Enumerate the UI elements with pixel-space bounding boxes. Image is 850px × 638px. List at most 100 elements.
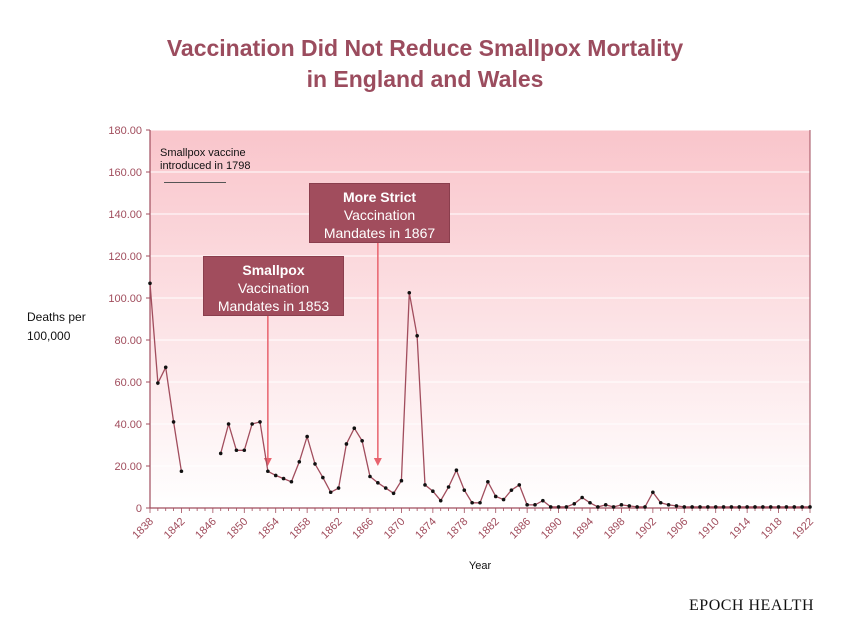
y-axis-label-line1: Deaths per — [27, 310, 86, 324]
data-point — [305, 434, 309, 439]
title-line-2: in England and Wales — [306, 66, 544, 92]
data-point — [266, 469, 270, 474]
vaccine-note: Smallpox vaccine introduced in 1798 — [160, 147, 251, 173]
data-point — [493, 494, 498, 499]
data-point — [611, 505, 616, 509]
x-tick-label: 1898 — [602, 516, 628, 542]
data-point — [541, 498, 545, 503]
callout-1853-title: Smallpox — [242, 262, 305, 278]
data-point — [666, 503, 671, 507]
data-point — [556, 505, 561, 509]
x-tick-label: 1846 — [193, 516, 219, 542]
data-point — [808, 505, 812, 509]
data-point — [635, 505, 639, 509]
data-point — [289, 479, 294, 484]
data-point — [179, 469, 184, 474]
y-tick-label: 60.00 — [114, 377, 142, 389]
data-point — [501, 497, 506, 502]
data-point — [517, 483, 522, 487]
x-tick-label: 1914 — [727, 516, 753, 542]
data-point — [486, 479, 490, 484]
data-point — [163, 365, 168, 370]
data-point — [415, 334, 419, 338]
data-point — [273, 473, 278, 478]
data-point — [297, 460, 302, 464]
callout-1853-line2: Vaccination — [237, 280, 310, 296]
callout-1853-line3: Mandates in 1853 — [217, 298, 330, 314]
data-point — [682, 505, 687, 509]
x-tick-label: 1918 — [759, 516, 785, 542]
data-point — [281, 476, 286, 481]
x-tick-label: 1906 — [665, 516, 691, 542]
data-point — [768, 505, 773, 509]
data-point — [156, 381, 160, 385]
data-point — [776, 505, 781, 509]
data-point — [761, 505, 765, 509]
data-point — [446, 485, 451, 489]
y-tick-label: 80.00 — [114, 335, 142, 347]
x-tick-label: 1842 — [162, 516, 188, 542]
callout-1867: More Strict Vaccination Mandates in 1867 — [309, 183, 450, 243]
data-point — [478, 500, 482, 505]
callout-1867-title: More Strict — [342, 189, 417, 205]
x-tick-label: 1910 — [696, 516, 722, 542]
data-point — [792, 505, 797, 509]
data-point — [391, 491, 396, 496]
data-point — [321, 475, 325, 480]
data-point — [360, 439, 364, 443]
data-point — [258, 420, 262, 424]
data-point — [171, 420, 176, 424]
x-tick-label: 1854 — [256, 516, 282, 542]
data-point — [713, 505, 718, 509]
x-tick-label: 1886 — [507, 516, 533, 542]
data-point — [596, 505, 600, 509]
data-point — [148, 281, 152, 286]
y-tick-label: 20.00 — [114, 461, 142, 473]
data-point — [438, 498, 443, 503]
data-point — [462, 488, 467, 492]
callout-1853: Smallpox Vaccination Mandates in 1853 — [203, 256, 344, 316]
chart-title: Vaccination Did Not Reduce Smallpox Mort… — [0, 33, 850, 95]
note-underline — [164, 182, 226, 183]
data-point — [218, 451, 223, 456]
arrow-head — [373, 458, 382, 466]
data-point — [470, 500, 474, 505]
note-line-1: Smallpox vaccine — [160, 147, 246, 159]
data-point — [407, 290, 412, 295]
data-point — [352, 426, 357, 431]
x-tick-label: 1866 — [350, 516, 376, 542]
x-tick-label: 1882 — [476, 516, 502, 542]
callout-1867-line2: Vaccination — [343, 207, 416, 223]
y-axis-label-line2: 100,000 — [27, 329, 71, 343]
data-point — [376, 481, 380, 485]
data-point — [619, 503, 624, 507]
x-axis-label: Year — [468, 560, 492, 572]
data-point — [383, 486, 388, 490]
data-point — [753, 505, 757, 509]
callout-1867-line3: Mandates in 1867 — [323, 225, 436, 241]
data-point — [313, 462, 317, 466]
x-tick-label: 1878 — [445, 516, 471, 542]
data-point — [226, 422, 231, 426]
x-tick-label: 1870 — [382, 516, 408, 542]
x-tick-label: 1874 — [413, 516, 439, 542]
y-tick-label: 180.00 — [108, 125, 142, 137]
y-axis-label: Deaths per 100,000 — [27, 308, 117, 346]
data-point — [721, 505, 726, 509]
data-point — [250, 422, 254, 426]
data-point — [368, 474, 372, 479]
data-point — [431, 489, 435, 494]
data-point — [423, 483, 427, 487]
data-point — [745, 505, 749, 509]
data-point — [525, 503, 529, 507]
data-point — [643, 505, 647, 509]
x-tick-label: 1890 — [539, 516, 565, 542]
data-point — [588, 500, 592, 505]
data-point — [651, 490, 655, 495]
y-tick-label: 0 — [136, 503, 142, 515]
data-point — [800, 505, 804, 509]
data-point — [784, 505, 789, 509]
data-point — [627, 504, 632, 508]
data-point — [344, 442, 349, 446]
